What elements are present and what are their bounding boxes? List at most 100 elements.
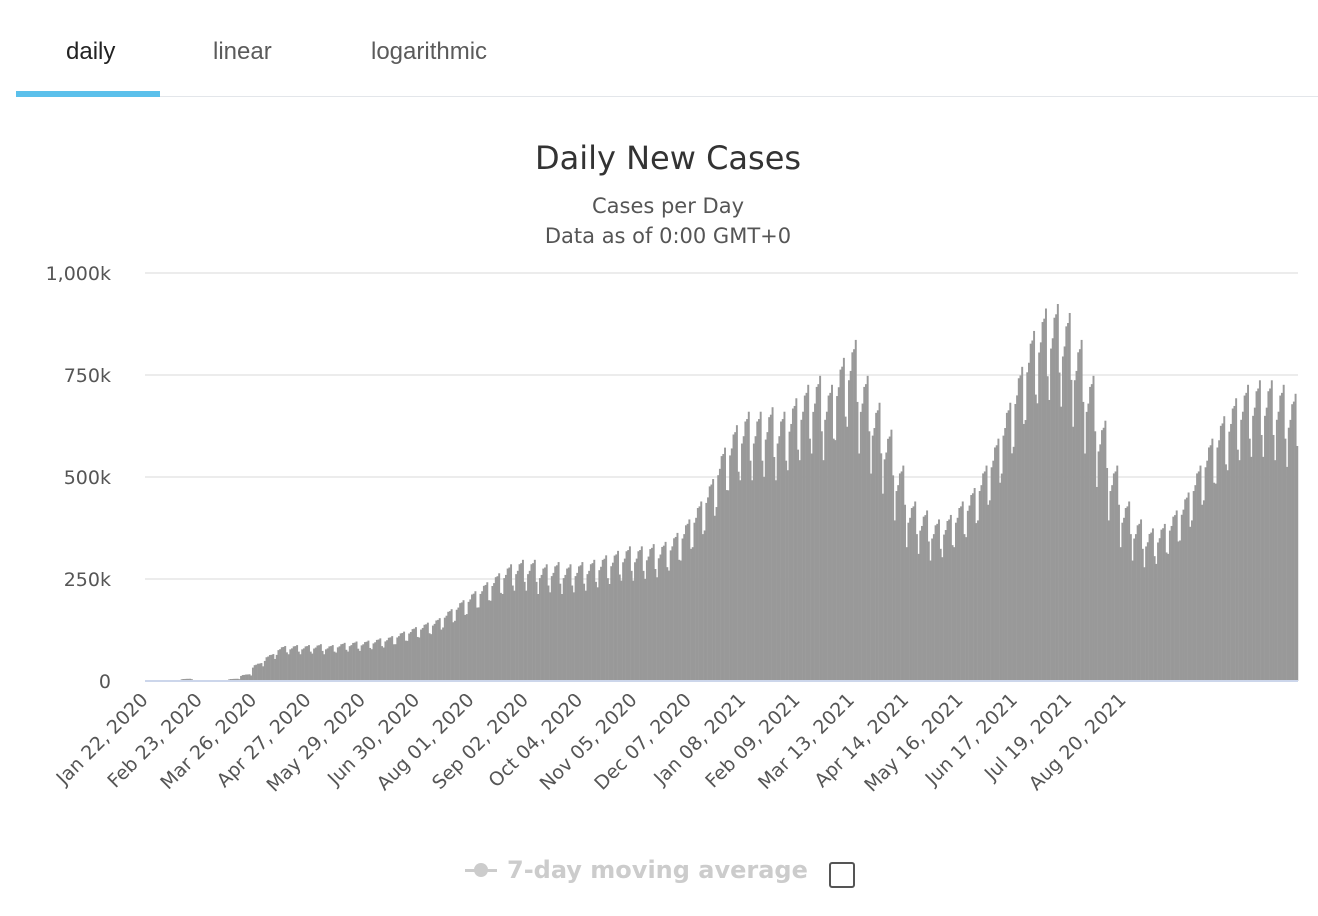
daily-cases-bar [810,453,813,681]
daily-cases-bar [562,578,565,681]
y-tick-label: 750k [64,365,111,387]
daily-cases-bar [863,386,866,681]
daily-cases-bar [435,620,438,681]
daily-cases-bar [851,352,854,681]
daily-cases-bar [554,566,557,681]
daily-cases-bar [669,550,672,681]
daily-cases-bar [656,577,659,681]
daily-cases-bar [1146,542,1149,681]
daily-cases-bar [634,562,636,681]
daily-cases-bar [246,674,249,681]
daily-cases-bar [1026,372,1029,681]
x-tick-label: Apr 14, 2021 [810,689,913,792]
daily-cases-bar [274,658,276,681]
daily-cases-bar [1160,529,1163,681]
daily-cases-bar [416,636,419,681]
daily-cases-bar [982,473,985,681]
daily-cases-bar [1051,338,1054,681]
daily-cases-bar [1233,405,1236,681]
tab-daily[interactable]: daily [66,38,116,65]
daily-cases-bar [888,436,891,681]
daily-cases-bar [576,572,579,681]
daily-cases-bar [1170,525,1173,681]
daily-cases-bar [391,636,394,681]
legend-item-moving-average[interactable]: 7-day moving average [465,852,808,888]
daily-cases-bar [372,643,375,681]
moving-average-checkbox[interactable] [829,862,855,888]
daily-cases-bar [944,530,947,681]
daily-cases-bar [1270,380,1273,681]
daily-cases-bar [853,349,856,681]
daily-cases-bar [515,574,518,681]
daily-cases-bar [639,550,642,681]
daily-cases-bar [683,534,686,681]
daily-cases-bar [411,629,414,681]
daily-cases-bar [1194,485,1197,681]
daily-cases-bar [462,600,465,681]
daily-cases-bar [924,515,927,681]
daily-cases-bar [1063,346,1066,681]
daily-cases-bar [1080,339,1083,681]
daily-cases-bar [358,650,361,681]
daily-cases-bar [1092,375,1095,681]
daily-cases-bar [341,643,344,681]
daily-cases-bar [1255,391,1258,681]
daily-cases-bar [533,559,536,681]
daily-cases-bar [600,566,603,681]
daily-cases-bar [364,642,366,681]
daily-cases-bar [1121,522,1124,681]
daily-cases-bar [1189,526,1192,681]
daily-cases-bar [448,611,451,681]
daily-cases-bar [966,510,969,681]
daily-cases-bar [1182,509,1185,681]
daily-cases-bar [932,534,935,681]
daily-cases-bar [802,411,805,681]
daily-cases-bar [1213,482,1216,681]
daily-cases-bar [1016,395,1019,681]
daily-cases-bar [1005,412,1008,681]
daily-cases-bar [331,645,334,681]
daily-cases-bar [488,600,490,681]
daily-cases-bar [684,525,687,681]
daily-cases-bar [1172,516,1175,681]
daily-cases-bar [1245,392,1248,681]
daily-cases-bar [1044,308,1047,681]
daily-cases-bar [431,625,434,681]
daily-cases-bar [557,562,560,681]
daily-cases-bar [265,657,268,681]
daily-cases-bar [1029,343,1032,681]
tab-logarithmic[interactable]: logarithmic [371,38,488,65]
daily-cases-bar [1038,352,1041,681]
daily-cases-bar [474,591,477,681]
daily-cases-bar [938,519,940,681]
daily-cases-bar [1163,523,1166,681]
daily-cases-bar [425,624,428,681]
daily-cases-bar [1192,491,1195,681]
daily-cases-bar [280,647,283,681]
daily-cases-bar [471,594,473,681]
y-tick-label: 0 [99,671,111,693]
daily-cases-bar [518,564,521,681]
daily-cases-bar [267,656,270,681]
daily-cases-bar [578,566,580,681]
daily-cases-bar [399,633,402,681]
daily-cases-bar [1264,415,1266,681]
daily-cases-bar [825,411,828,681]
daily-cases-bar [649,549,652,681]
daily-cases-bar [262,666,265,681]
daily-cases-bar [1109,491,1112,681]
daily-cases-bar [1067,323,1070,681]
daily-cases-bar [601,559,604,681]
daily-cases-bar [788,431,791,681]
daily-cases-bar [309,651,312,681]
daily-cases-bar [367,640,370,681]
daily-cases-bar [749,460,752,681]
daily-cases-bar [443,617,446,681]
y-axis-labels: 0 250k 500k 750k 1,000k [46,263,111,693]
daily-cases-bar [365,641,368,681]
daily-cases-bar [623,558,626,681]
tab-linear[interactable]: linear [213,38,272,65]
daily-cases-bar [1104,420,1107,681]
daily-cases-bar [231,678,234,681]
daily-cases-bar [1277,411,1280,681]
